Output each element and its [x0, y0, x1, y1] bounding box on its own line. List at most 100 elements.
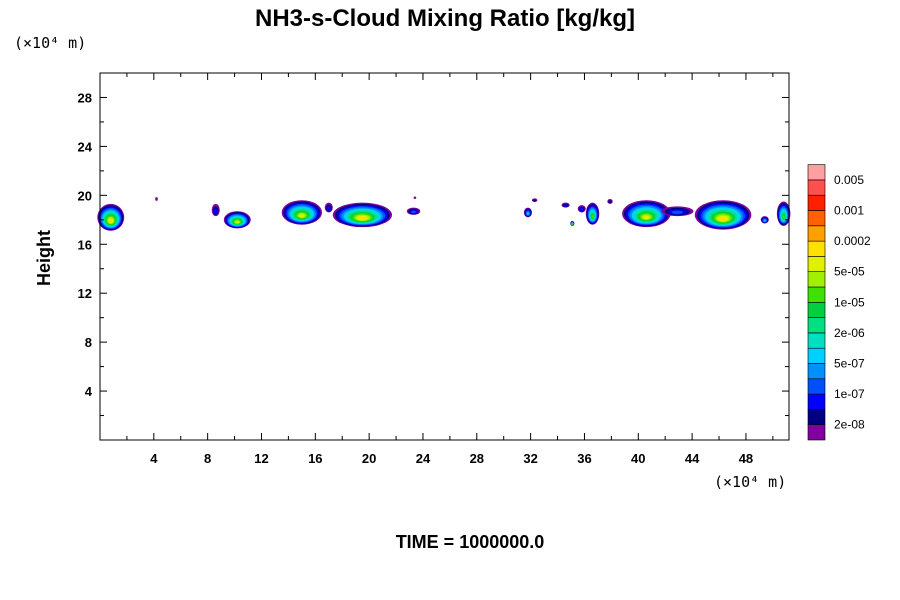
axis-ticks [100, 73, 789, 440]
y-tick-label: 28 [78, 90, 92, 105]
x-tick-label: 44 [685, 451, 700, 466]
legend-swatch [807, 240, 826, 257]
cloud-cell [413, 196, 417, 200]
x-tick-label: 12 [254, 451, 268, 466]
contour-level [533, 199, 537, 202]
cloud-cell [622, 200, 671, 228]
legend-swatch [807, 179, 826, 196]
cloud-cell [523, 207, 532, 218]
legend-swatch [807, 347, 826, 364]
contour-level [763, 219, 766, 222]
legend-label: 0.001 [834, 204, 864, 218]
contour-level [411, 210, 416, 214]
legend-swatch [807, 363, 826, 380]
legend-swatch [807, 301, 826, 318]
legend-swatch [807, 393, 826, 410]
legend-swatch [807, 164, 826, 181]
contour-level [109, 219, 113, 223]
contour-level [579, 207, 584, 212]
contour-level [608, 200, 612, 204]
cloud-cell [332, 202, 393, 228]
x-tick-label: 20 [362, 451, 376, 466]
contour-level [358, 216, 366, 220]
chart-title: NH3-s-Cloud Mixing Ratio [kg/kg] [255, 5, 635, 32]
cloud-cell [585, 202, 600, 225]
legend-swatch [807, 210, 826, 227]
y-tick-labels: 4 8 12 16 20 24 28 [78, 90, 93, 399]
color-legend: 2e-08 1e-07 5e-07 2e-06 1e-05 5e-05 0.0002 0.00… [807, 164, 871, 441]
cloud-cell [776, 201, 791, 226]
legend-label: 1e-05 [834, 295, 865, 309]
cloud-cell [661, 206, 694, 217]
cloud-cell [531, 198, 538, 203]
contour-level [155, 197, 158, 201]
y-tick-label: 20 [78, 188, 92, 203]
legend-label: 5e-05 [834, 265, 865, 279]
contour-level [591, 214, 594, 219]
contour-level [413, 196, 417, 200]
contour-level [671, 210, 683, 215]
legend-label: 1e-07 [834, 387, 865, 401]
x-tick-label: 40 [631, 451, 645, 466]
legend-swatch [807, 286, 826, 303]
x-unit-label: (×10⁴ m) [714, 473, 786, 491]
y-tick-label: 4 [85, 384, 93, 399]
x-tick-labels: 4 8 12 16 20 24 28 32 36 40 44 48 [150, 451, 753, 466]
y-unit-label: (×10⁴ m) [14, 34, 86, 52]
legend-swatch [807, 317, 826, 334]
legend-swatch [807, 378, 826, 395]
cloud-cell [694, 200, 752, 230]
y-tick-label: 8 [85, 335, 92, 350]
time-label: TIME = 1000000.0 [396, 532, 545, 552]
contour-level [719, 217, 727, 221]
y-tick-label: 16 [78, 237, 92, 252]
x-tick-label: 36 [577, 451, 591, 466]
x-tick-label: 28 [470, 451, 484, 466]
legend-label: 2e-06 [834, 326, 865, 340]
x-tick-label: 48 [739, 451, 753, 466]
contour-layer [97, 196, 791, 231]
x-tick-label: 16 [308, 451, 322, 466]
cloud-cell [211, 203, 220, 217]
x-tick-label: 4 [150, 451, 158, 466]
y-tick-label: 12 [78, 286, 92, 301]
contour-level [326, 206, 331, 211]
x-tick-label: 8 [204, 451, 211, 466]
legend-swatch [807, 424, 826, 441]
cloud-cell [570, 221, 575, 226]
legend-label: 0.0002 [834, 234, 871, 248]
cloud-cell [155, 197, 158, 201]
legend-label: 5e-07 [834, 357, 865, 371]
cloud-cell [577, 205, 586, 213]
legend-label: 2e-08 [834, 418, 865, 432]
legend-label: 0.005 [834, 173, 864, 187]
legend-swatch [807, 225, 826, 242]
cloud-cell [97, 203, 125, 231]
contour-level [571, 223, 574, 225]
contour-level [782, 215, 785, 219]
x-tick-label: 24 [416, 451, 431, 466]
contour-level [235, 221, 239, 224]
legend-swatch [807, 256, 826, 272]
x-tick-label: 32 [523, 451, 537, 466]
y-axis-title: Height [34, 230, 54, 286]
cloud-cell [607, 199, 613, 204]
legend-swatch [807, 194, 826, 211]
plot-frame [99, 72, 790, 441]
contour-level [299, 214, 305, 218]
cloud-cell [760, 216, 769, 224]
contour-level [213, 208, 218, 214]
legend-swatch [807, 332, 826, 349]
cloud-cell [406, 207, 421, 215]
plot-background [100, 73, 789, 440]
contour-level [563, 204, 568, 207]
cloud-cell [281, 200, 323, 225]
legend-swatch [807, 271, 826, 288]
y-tick-label: 24 [78, 139, 93, 154]
cloud-cell [223, 211, 251, 229]
cloud-cell [561, 202, 570, 208]
cloud-cell [324, 202, 333, 213]
contour-level [643, 215, 650, 220]
contour-level [526, 212, 529, 215]
